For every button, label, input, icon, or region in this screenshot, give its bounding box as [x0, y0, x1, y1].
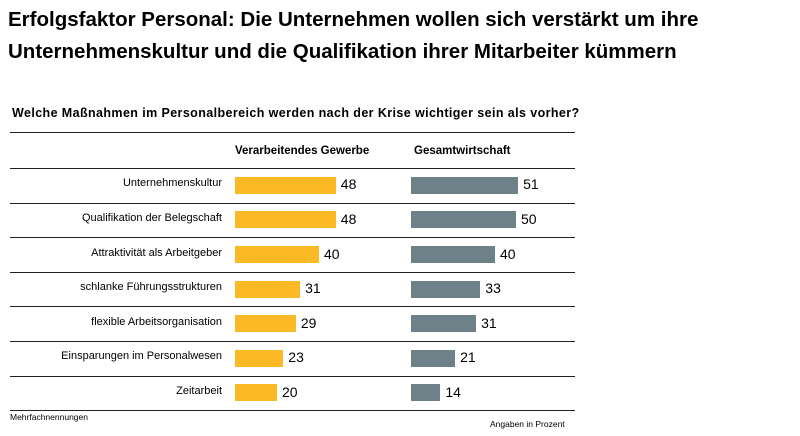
divider [10, 341, 575, 342]
data-label: 48 [340, 210, 357, 227]
bar-verarbeitendes-gewerbe [235, 315, 296, 333]
divider [10, 202, 575, 204]
chart-title: Welche Maßnahmen im Personalbereich werd… [12, 106, 580, 120]
data-label: 50 [521, 210, 537, 227]
category-label: Zeitarbeit [176, 384, 222, 397]
page-title: Erfolgsfaktor Personal: Die Unternehmen … [8, 8, 699, 63]
data-label: 21 [460, 349, 476, 366]
data-label: 20 [282, 383, 298, 400]
footnote-right: Angaben in Prozent [490, 419, 565, 429]
data-label: 48 [340, 176, 357, 193]
category-label: Attraktivität als Arbeitgeber [91, 246, 222, 259]
bar-verarbeitendes-gewerbe [235, 246, 319, 263]
bar-verarbeitendes-gewerbe [235, 211, 336, 229]
divider [10, 410, 575, 412]
category-label: flexible Arbeitsorganisation [91, 315, 222, 328]
footnote-left: Mehrfachnennungen [10, 412, 88, 422]
divider [10, 375, 575, 377]
data-label: 31 [481, 314, 497, 331]
category-label: Unternehmenskultur [122, 177, 222, 190]
bar-gesamtwirtschaft [411, 384, 441, 402]
divider [10, 168, 575, 169]
bar-verarbeitendes-gewerbe [235, 280, 301, 298]
bar-gesamtwirtschaft [411, 246, 495, 263]
data-label: 29 [300, 314, 317, 331]
bar-gesamtwirtschaft [411, 315, 477, 333]
bar-verarbeitendes-gewerbe [235, 384, 277, 402]
data-label: 23 [288, 349, 304, 366]
data-label: 14 [445, 383, 461, 400]
data-label: 31 [305, 280, 321, 297]
category-label: Einsparungen im Personalwesen [61, 350, 222, 363]
bar-gesamtwirtschaft [411, 176, 519, 194]
bar-verarbeitendes-gewerbe [235, 176, 336, 194]
legend-series-0: Verarbeitendes Gewerbe [235, 145, 370, 157]
bar-verarbeitendes-gewerbe [235, 349, 284, 367]
divider [10, 132, 575, 133]
divider [10, 271, 575, 273]
data-label: 51 [523, 176, 539, 193]
legend-series-1: Gesamtwirtschaft [414, 145, 511, 157]
category-label: Qualifikation der Belegschaft [81, 211, 222, 224]
divider [10, 306, 575, 308]
bar-gesamtwirtschaft [411, 211, 516, 229]
data-label: 40 [500, 245, 516, 262]
data-label: 33 [485, 280, 501, 297]
bar-gesamtwirtschaft [411, 280, 481, 298]
divider [10, 237, 575, 239]
bar-gesamtwirtschaft [411, 349, 456, 367]
data-label: 40 [324, 245, 340, 262]
category-label: schlanke Führungsstrukturen [80, 281, 222, 294]
